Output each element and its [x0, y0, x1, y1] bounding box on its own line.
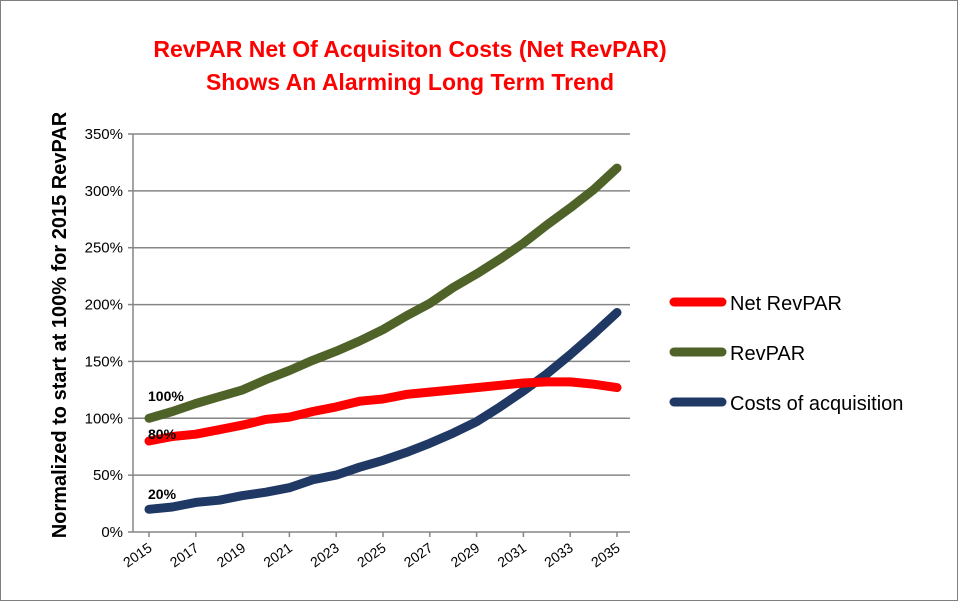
y-tick-label: 300% — [85, 183, 123, 200]
y-tick-label: 50% — [93, 467, 123, 484]
series-line-costs-of-acquisition — [144, 308, 622, 514]
legend: Net RevPAR RevPAR Costs of acquisition — [669, 293, 903, 415]
annotation-costs-start: 20% — [148, 486, 177, 502]
x-tick-label: 2025 — [354, 539, 389, 570]
y-tick-label: 350% — [85, 126, 123, 143]
y-tick-label: 150% — [85, 353, 123, 370]
x-tick-label: 2021 — [260, 539, 295, 570]
series-lines — [144, 163, 622, 514]
x-tick-label: 2027 — [401, 539, 436, 570]
x-tick-label: 2033 — [541, 539, 576, 570]
y-tick-label: 100% — [85, 410, 123, 427]
y-tick-label: 0% — [101, 524, 123, 541]
y-axis-ticks: 0% 50% 100% 150% 200% 250% 300% 350% — [85, 126, 123, 541]
series-line-net-revpar — [144, 377, 622, 446]
y-tick-label: 250% — [85, 240, 123, 257]
series-line-revpar — [144, 163, 622, 423]
legend-label-net-revpar: Net RevPAR — [730, 293, 842, 315]
x-axis-ticks: 2015 2017 2019 2021 2023 2025 2027 2029 2031 2033… — [120, 532, 623, 570]
y-axis-label: Normalized to start at 100% for 2015 Rev… — [49, 111, 71, 538]
legend-label-costs-of-acquisition: Costs of acquisition — [730, 393, 903, 415]
gridlines — [128, 133, 630, 533]
x-tick-label: 2017 — [167, 539, 202, 570]
chart-title: RevPAR Net Of Acquisiton Costs (Net RevP… — [153, 36, 666, 62]
x-tick-label: 2029 — [448, 539, 483, 570]
annotation-net-revpar-start: 80% — [148, 426, 177, 442]
chart-subtitle: Shows An Alarming Long Term Trend — [206, 69, 614, 95]
x-tick-label: 2019 — [214, 539, 249, 570]
y-tick-label: 200% — [85, 297, 123, 314]
x-tick-label: 2023 — [307, 539, 342, 570]
legend-label-revpar: RevPAR — [730, 343, 805, 365]
x-tick-label: 2015 — [120, 539, 155, 570]
x-tick-label: 2031 — [494, 539, 529, 570]
x-tick-label: 2035 — [588, 539, 623, 570]
annotation-revpar-start: 100% — [148, 388, 184, 404]
